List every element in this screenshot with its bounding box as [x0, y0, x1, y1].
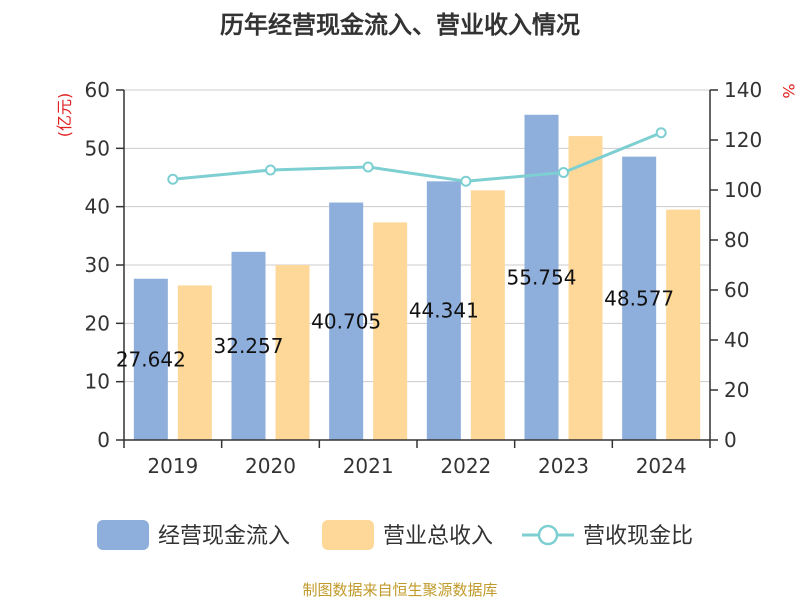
data-label-layer: 27.642 32.257 40.705 44.341 55.754 48.577 — [116, 265, 674, 371]
legend-label-cash-inflow: 经营现金流入 — [158, 524, 290, 549]
legend-marker-ratio — [537, 524, 559, 546]
left-axis-tick-label: 0 — [97, 428, 110, 452]
legend: 经营现金流入 营业总收入 营收现金比 — [97, 520, 693, 550]
bar-revenue — [275, 265, 310, 440]
bar-cash-inflow — [524, 114, 559, 440]
legend-label-ratio: 营收现金比 — [583, 524, 693, 549]
legend-swatch-cash-inflow — [97, 520, 149, 550]
right-axis-tick-label: 20 — [724, 378, 749, 402]
bar-data-label: 44.341 — [409, 299, 479, 323]
axis-layer: 0 10 20 30 40 50 60 0 20 40 60 80 100 120 140 2019 2020 2… — [85, 78, 763, 478]
bar-revenue — [568, 136, 603, 441]
left-axis-unit: (亿元) — [55, 93, 74, 138]
line-layer — [167, 127, 667, 187]
left-axis-tick-label: 30 — [85, 253, 110, 277]
x-axis-tick-label: 2024 — [636, 454, 687, 478]
bar-revenue — [373, 222, 408, 440]
right-axis-tick-label: 0 — [724, 428, 737, 452]
bar-cash-inflow — [622, 156, 657, 441]
bar-data-label: 32.257 — [214, 334, 284, 358]
x-axis-tick-label: 2022 — [440, 454, 491, 478]
x-axis-tick-label: 2021 — [343, 454, 394, 478]
x-axis-tick-label: 2023 — [538, 454, 589, 478]
ratio-point — [558, 167, 569, 178]
ratio-point — [362, 161, 374, 173]
right-axis-unit: % — [779, 83, 798, 98]
right-axis-tick-label: 120 — [724, 128, 762, 152]
ratio-point — [265, 164, 276, 176]
chart-title: 历年经营现金流入、营业收入情况 — [220, 11, 580, 39]
left-axis-tick-label: 60 — [85, 78, 110, 102]
right-axis-tick-label: 100 — [724, 178, 762, 202]
bar-data-label: 40.705 — [311, 309, 381, 333]
bar-revenue — [470, 190, 505, 440]
x-axis-tick-label: 2020 — [245, 454, 296, 478]
bar-data-label: 55.754 — [507, 265, 577, 289]
ratio-point — [655, 127, 667, 139]
bar-data-label: 48.577 — [604, 286, 674, 310]
bar-cash-inflow — [231, 251, 266, 440]
left-axis-tick-label: 50 — [85, 136, 110, 160]
data-source-note: 制图数据来自恒生聚源数据库 — [302, 581, 497, 599]
legend-swatch-revenue — [322, 520, 374, 550]
right-axis-tick-label: 80 — [724, 228, 749, 252]
ratio-point — [460, 175, 472, 187]
grid-lines — [124, 89, 710, 383]
left-axis-tick-label: 40 — [85, 195, 110, 219]
right-axis-tick-label: 140 — [724, 78, 762, 102]
bar-revenue — [177, 285, 212, 440]
right-axis-tick-label: 40 — [724, 328, 749, 352]
bar-cash-inflow — [133, 278, 168, 440]
legend-label-revenue: 营业总收入 — [383, 524, 493, 549]
ratio-line — [172, 131, 662, 183]
x-axis-tick-label: 2019 — [147, 454, 198, 478]
bar-revenue — [666, 209, 701, 440]
right-axis-tick-label: 60 — [724, 278, 749, 302]
bar-cash-inflow — [426, 181, 461, 440]
left-axis-tick-label: 20 — [85, 311, 110, 335]
left-axis-tick-label: 10 — [85, 370, 110, 394]
bar-data-label: 27.642 — [116, 347, 186, 371]
bar-layer — [133, 114, 701, 441]
ratio-point — [167, 173, 179, 185]
bar-cash-inflow — [329, 202, 364, 440]
